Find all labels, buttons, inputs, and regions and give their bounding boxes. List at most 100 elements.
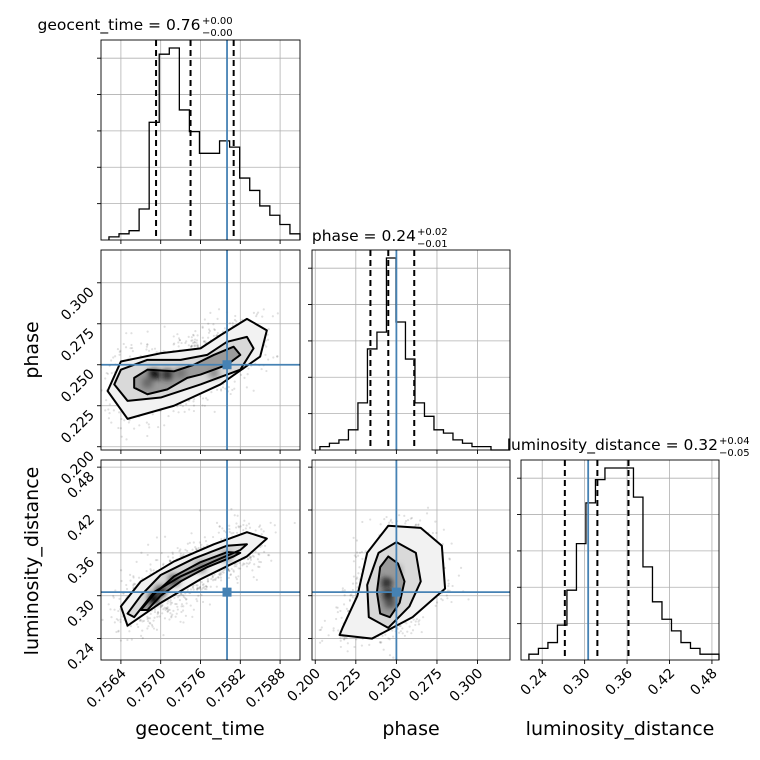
sample-point	[211, 575, 215, 578]
sample-point	[216, 317, 219, 321]
sample-point	[186, 588, 189, 591]
sample-point	[169, 559, 172, 563]
truth-marker	[222, 360, 232, 370]
sample-point	[173, 342, 176, 345]
sample-point	[267, 554, 270, 557]
sample-point	[125, 332, 128, 335]
sample-point	[417, 620, 420, 623]
sample-point	[228, 530, 231, 534]
sample-point	[133, 582, 136, 585]
sample-point	[203, 585, 206, 588]
title-geocent-time-plus: +0.00	[202, 16, 233, 27]
sample-point	[232, 570, 235, 573]
sample-point	[179, 552, 182, 555]
sample-point	[343, 589, 346, 592]
sample-point	[163, 424, 166, 427]
sample-point	[177, 337, 181, 340]
sample-point	[356, 586, 359, 589]
sample-point	[410, 632, 413, 635]
sample-point	[140, 551, 143, 554]
sample-point	[355, 582, 358, 585]
sample-point	[434, 604, 437, 607]
sample-point	[146, 434, 149, 438]
sample-point	[166, 607, 169, 610]
sample-point	[364, 550, 367, 553]
sample-point	[224, 387, 227, 390]
sample-point	[192, 334, 195, 337]
sample-point	[206, 579, 210, 582]
tick-label-x-geocent-time: 0.7564	[84, 665, 130, 711]
sample-point	[417, 623, 421, 626]
sample-point	[232, 531, 235, 535]
sample-point	[192, 541, 195, 544]
sample-point	[140, 619, 143, 622]
sample-point	[129, 347, 132, 350]
density-peak	[384, 597, 395, 608]
sample-point	[358, 551, 362, 554]
sample-point	[228, 569, 231, 572]
sample-point	[399, 630, 402, 633]
truth-marker	[222, 587, 232, 597]
sample-point	[124, 346, 128, 349]
sample-point	[119, 349, 122, 352]
sample-point	[389, 518, 393, 521]
sample-point	[114, 589, 117, 592]
sample-point	[166, 610, 169, 613]
sample-point	[245, 562, 248, 565]
sample-point	[387, 637, 390, 640]
sample-point	[192, 588, 195, 591]
sample-point	[378, 664, 380, 666]
sample-point	[147, 349, 151, 352]
sample-point	[276, 355, 279, 358]
sample-point	[190, 336, 193, 339]
sample-point	[164, 608, 167, 611]
sample-point	[151, 348, 154, 351]
sample-point	[441, 543, 444, 546]
sample-point	[357, 554, 360, 557]
sample-point	[165, 607, 168, 610]
sample-point	[356, 551, 359, 554]
sample-point	[128, 419, 131, 422]
sample-point	[160, 604, 164, 608]
sample-point	[212, 323, 215, 326]
sample-point	[217, 573, 221, 576]
sample-point	[120, 579, 123, 583]
sample-point	[235, 531, 239, 534]
sample-point	[162, 608, 165, 611]
sample-point	[204, 584, 207, 588]
sample-point	[205, 397, 208, 400]
sample-point	[200, 543, 203, 546]
sample-point	[112, 596, 115, 599]
sample-point	[198, 541, 201, 544]
sample-point	[233, 514, 236, 517]
sample-point	[158, 615, 161, 618]
sample-point	[150, 623, 154, 627]
histogram-geocent-time	[108, 47, 301, 240]
density-peak	[142, 377, 153, 388]
sample-point	[214, 578, 217, 582]
sample-point	[114, 355, 117, 358]
sample-point	[345, 607, 349, 610]
sample-point	[209, 311, 212, 315]
sample-point	[189, 345, 193, 348]
sample-point	[360, 644, 364, 647]
sample-point	[197, 587, 200, 590]
sample-point	[193, 341, 196, 344]
density-fill	[140, 552, 241, 610]
sample-point	[411, 629, 415, 632]
sample-point	[195, 341, 198, 344]
sample-point	[185, 598, 188, 601]
sample-point	[156, 558, 159, 562]
sample-point	[141, 629, 144, 632]
ylabel-phase: phase	[21, 321, 43, 378]
sample-point	[201, 326, 204, 329]
sample-point	[169, 601, 172, 604]
sample-point	[346, 650, 349, 653]
sample-point	[236, 581, 239, 585]
sample-point	[355, 539, 359, 542]
sample-point	[146, 553, 149, 557]
contour-level-1	[133, 345, 242, 396]
density-peak	[383, 590, 394, 601]
sample-point	[235, 562, 238, 566]
sample-point	[233, 387, 236, 390]
